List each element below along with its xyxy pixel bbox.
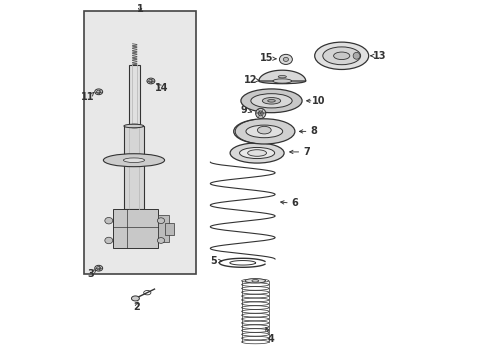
Text: 5: 5: [210, 256, 217, 266]
Ellipse shape: [95, 265, 102, 271]
Ellipse shape: [322, 47, 360, 65]
Ellipse shape: [314, 42, 368, 69]
Ellipse shape: [233, 119, 294, 144]
Ellipse shape: [241, 89, 302, 113]
Bar: [165, 222, 174, 235]
Ellipse shape: [103, 154, 164, 167]
Ellipse shape: [258, 78, 305, 84]
Text: 11: 11: [81, 92, 95, 102]
Bar: [123, 126, 143, 209]
Circle shape: [258, 111, 263, 116]
Circle shape: [352, 52, 359, 59]
Bar: [113, 209, 158, 248]
Ellipse shape: [239, 148, 274, 158]
Ellipse shape: [250, 94, 291, 108]
Ellipse shape: [244, 279, 265, 283]
Text: 1: 1: [137, 4, 143, 14]
Ellipse shape: [157, 218, 164, 224]
Ellipse shape: [104, 217, 113, 224]
Text: 14: 14: [155, 83, 168, 93]
Ellipse shape: [262, 98, 280, 104]
Text: 15: 15: [260, 53, 273, 63]
Text: 8: 8: [309, 126, 316, 136]
Text: 2: 2: [133, 302, 140, 312]
Polygon shape: [258, 70, 305, 81]
Ellipse shape: [148, 79, 153, 83]
Ellipse shape: [333, 52, 349, 59]
Circle shape: [255, 108, 265, 118]
Ellipse shape: [278, 76, 286, 78]
Text: 7: 7: [303, 147, 309, 157]
Ellipse shape: [279, 54, 292, 64]
Ellipse shape: [96, 266, 101, 270]
Ellipse shape: [230, 143, 284, 163]
Bar: [84, 11, 196, 274]
Ellipse shape: [96, 90, 101, 94]
Text: 10: 10: [311, 96, 325, 106]
Ellipse shape: [128, 124, 140, 128]
Ellipse shape: [123, 158, 144, 162]
Text: 13: 13: [372, 51, 386, 61]
Ellipse shape: [131, 296, 139, 301]
Ellipse shape: [245, 125, 282, 138]
Text: 6: 6: [291, 198, 298, 208]
Ellipse shape: [146, 78, 155, 84]
Ellipse shape: [272, 79, 291, 83]
Ellipse shape: [283, 57, 288, 62]
Ellipse shape: [104, 237, 113, 244]
Text: 3: 3: [87, 269, 94, 279]
Text: 9: 9: [240, 105, 246, 115]
Text: 12: 12: [244, 75, 257, 85]
Ellipse shape: [251, 279, 258, 282]
Ellipse shape: [123, 124, 143, 128]
Bar: [158, 215, 168, 243]
Ellipse shape: [257, 126, 271, 134]
Ellipse shape: [95, 89, 102, 95]
Text: 4: 4: [267, 334, 274, 344]
Ellipse shape: [247, 150, 266, 156]
Ellipse shape: [267, 99, 275, 102]
Bar: [128, 65, 140, 126]
Ellipse shape: [157, 238, 164, 243]
